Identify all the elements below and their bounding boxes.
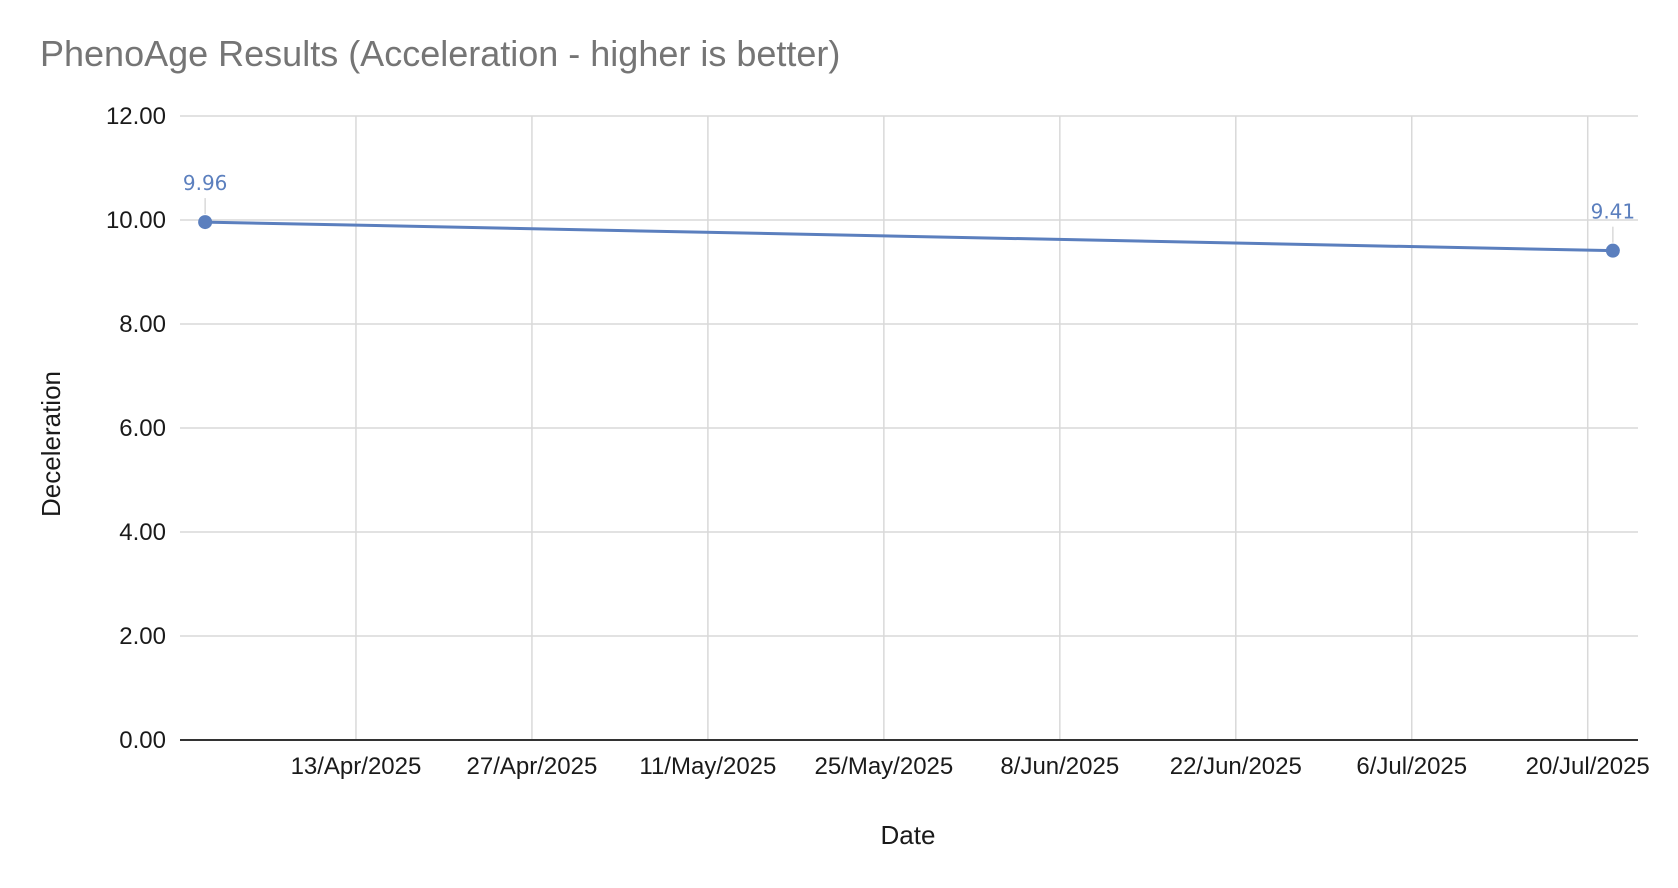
x-tick-label: 20/Jul/2025: [1526, 753, 1650, 780]
y-tick-label: 10.00: [106, 207, 166, 234]
y-tick-label: 6.00: [119, 415, 166, 442]
x-tick-label: 22/Jun/2025: [1170, 753, 1302, 780]
y-axis-ticks: 0.00 2.00 4.00 6.00 8.00 10.00 12.00: [106, 103, 166, 754]
data-point[interactable]: [1605, 243, 1620, 258]
series-line: [203, 220, 1615, 253]
x-axis-title: Date: [881, 820, 936, 850]
data-label: 9.41: [1591, 200, 1636, 224]
x-axis-ticks: 13/Apr/2025 27/Apr/2025 11/May/2025 25/May/…: [291, 753, 1650, 780]
data-label: 9.96: [183, 171, 228, 195]
y-tick-label: 8.00: [119, 311, 166, 338]
y-axis-title: Deceleration: [36, 371, 66, 517]
x-tick-label: 27/Apr/2025: [467, 753, 598, 780]
grid-lines: [180, 115, 1638, 740]
x-tick-label: 13/Apr/2025: [291, 753, 422, 780]
y-tick-label: 12.00: [106, 103, 166, 130]
y-tick-label: 4.00: [119, 519, 166, 546]
data-point[interactable]: [198, 215, 213, 230]
x-tick-label: 11/May/2025: [639, 753, 776, 780]
x-tick-label: 8/Jun/2025: [1000, 753, 1119, 780]
y-tick-label: 0.00: [119, 727, 166, 754]
x-tick-label: 6/Jul/2025: [1356, 753, 1467, 780]
series-layer: 9.96 9.41: [183, 171, 1635, 258]
x-tick-label: 25/May/2025: [814, 753, 953, 780]
chart-title: PhenoAge Results (Acceleration - higher …: [40, 33, 840, 74]
y-tick-label: 2.00: [119, 623, 166, 650]
